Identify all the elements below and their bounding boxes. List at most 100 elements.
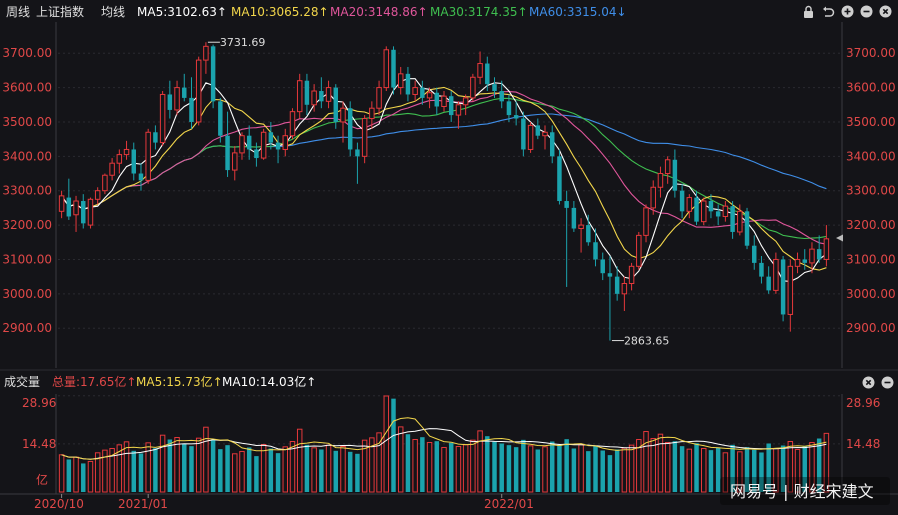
candle-body [246,135,252,150]
candle [636,231,642,270]
candle-body [766,276,771,291]
candle-body [694,197,699,222]
candle-body [311,90,317,106]
volume-panel: 28.96 14.48 亿 28.96 14.48 [0,394,898,495]
volume-bar [123,441,130,493]
date-label: 2022/01 [484,497,534,511]
candle [383,46,390,92]
candle-body [636,234,642,267]
undo-icon[interactable] [823,6,835,17]
candle-body [174,87,180,111]
candle [340,101,346,143]
candle-body [578,224,584,230]
candle-body [794,258,801,267]
volume-bar [557,444,562,492]
candle [232,146,238,181]
volume-bar [58,454,65,493]
candle-body [94,190,101,200]
volume-bar [672,441,678,492]
candle-body [397,73,404,89]
candle [759,256,764,284]
candle [174,80,180,116]
candle-body [722,205,729,217]
candle-body [542,131,548,137]
price-axis-right: 3700.00 3600.00 3500.00 3400.00 3300.00 3200.… [846,46,896,335]
candle-body [123,148,130,156]
candle-body [643,207,649,236]
candle [66,178,72,220]
candle [455,101,462,129]
candle-body [506,101,512,116]
candle-body [383,49,390,89]
volume-bar [189,446,194,492]
candle [138,163,144,191]
candle [333,84,339,129]
volume-header: 成交量 总量:17.65亿↑ MA5:15.73亿↑ MA10:14.03亿↑ [4,374,894,389]
candle-body [145,131,151,181]
volume-bar [218,449,223,492]
close-icon[interactable] [879,5,892,18]
date-axis: 2020/10 2021/01 2022/01 [34,494,534,511]
candle-body [333,87,339,122]
volume-bar [657,433,664,493]
zoom-in-icon[interactable] [841,5,854,18]
close-icon[interactable] [881,376,894,389]
candle-body [686,197,693,212]
volume-bar [361,439,368,493]
candle [686,194,693,219]
candle-body [434,92,440,107]
candle [737,204,743,236]
candle-body [66,197,72,217]
volume-bar [325,444,332,493]
candle [195,56,202,126]
candle-body [239,135,245,154]
candle [586,214,591,246]
volume-bar [549,441,555,492]
candle [296,73,303,119]
lock-icon[interactable] [804,5,813,19]
candle-body [182,87,187,98]
volume-bar [254,456,259,492]
candle-body [325,87,332,102]
volume-bar [809,442,815,493]
volume-bar [535,449,541,492]
candle [391,46,396,95]
candle-body [426,92,433,99]
volume-bar [138,453,144,492]
volume-bar [153,448,158,492]
candle-body [513,115,519,119]
price-tick-label: 3700.00 [2,46,52,60]
candle [816,235,822,263]
volume-bar [708,450,714,492]
price-axis-left: 3700.00 3600.00 3500.00 3400.00 3300.00 3200.… [2,46,52,335]
volume-bar [167,439,173,492]
candle [94,187,101,205]
period-selector[interactable]: 周线 [6,5,30,19]
candle-body [441,95,447,107]
volume-bar [66,459,72,492]
candle [462,94,469,116]
candle-body [571,207,577,229]
volume-bar [578,444,584,493]
settings-icon[interactable] [862,376,875,389]
candle [73,195,79,232]
candle-body [405,73,411,95]
candle-body [420,87,425,98]
volume-bar [159,434,166,493]
candle-body [73,200,79,216]
candle [549,125,555,164]
volume-bar [73,456,79,493]
price-tick-label: 3400.00 [2,149,52,163]
line-type-selector[interactable]: 均线 [101,5,125,19]
candle-body [527,124,534,150]
candle-body [391,49,396,88]
volume-bar [607,455,613,492]
candle [347,101,353,157]
candle [289,108,296,140]
candle [225,111,230,177]
zoom-out-icon[interactable] [860,5,873,18]
candle [268,121,274,150]
candle [87,197,94,229]
candle-body [58,195,65,212]
